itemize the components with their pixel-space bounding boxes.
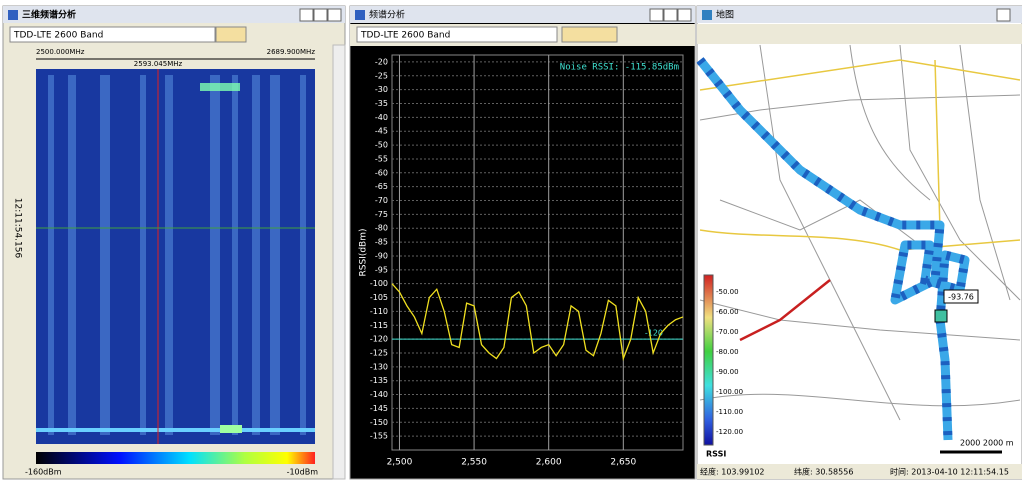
y-axis-label: RSSI(dBm) — [359, 228, 369, 276]
freq-end: 2689.900MHz — [267, 48, 316, 56]
y-tick-label: -120 — [370, 335, 388, 344]
window-title: 地图 — [716, 9, 734, 21]
spectrum3d-window: 三维频谱分析 TDD-LTE 2600 Band 2500.000MHz 268… — [3, 6, 345, 479]
callout: -93.76 — [948, 293, 974, 302]
toolbar[interactable] — [216, 27, 246, 42]
map-toolbar[interactable] — [697, 24, 1022, 44]
x-tick-label: 2,550 — [461, 458, 487, 468]
x-tick-label: 2,500 — [387, 458, 413, 468]
y-tick-label: -30 — [375, 85, 388, 94]
window-button[interactable] — [997, 9, 1010, 21]
heat-stripe — [232, 75, 238, 435]
y-tick-label: -130 — [370, 362, 388, 371]
toolbar[interactable] — [562, 27, 617, 42]
y-tick-label: -145 — [370, 404, 388, 413]
legend-bar — [704, 275, 713, 445]
y-tick-label: -105 — [370, 293, 388, 302]
y-tick-label: -70 — [375, 196, 388, 205]
status-time: 时间: 2013-04-10 12:11:54.15 — [890, 467, 1009, 477]
y-tick-label: -75 — [375, 210, 388, 219]
legend-title: RSSI — [706, 450, 726, 459]
legend-label: -50.00 — [716, 288, 739, 296]
y-tick-label: -65 — [375, 182, 388, 191]
window-title: 三维频谱分析 — [22, 9, 76, 21]
position-marker — [935, 310, 947, 322]
heat-stripe — [252, 75, 260, 435]
y-tick-label: -60 — [375, 168, 388, 177]
y-tick-label: -110 — [370, 307, 388, 316]
y-tick-label: -25 — [375, 71, 388, 80]
heat-hotspot — [36, 428, 315, 432]
y-tick-label: -20 — [375, 57, 388, 66]
spectrum-window: 频谱分析 TDD-LTE 2600 Band -20 -25 -30 -35 -40 -4… — [350, 6, 695, 479]
y-tick-label: -150 — [370, 418, 388, 427]
status-lon: 经度: 103.99102 — [700, 467, 765, 477]
heat-hotspot — [200, 83, 240, 91]
heat-stripe — [68, 75, 76, 435]
map-scale: 2000 2000 m — [960, 439, 1014, 448]
y-tick-label: -40 — [375, 113, 388, 122]
status-lat: 纬度: 30.58556 — [794, 467, 853, 477]
legend-label: -120.00 — [716, 428, 743, 436]
y-tick-label: -35 — [375, 99, 388, 108]
band-label: TDD-LTE 2600 Band — [360, 31, 450, 41]
heat-stripe — [270, 75, 280, 435]
y-tick-label: -115 — [370, 321, 388, 330]
y-tick-label: -80 — [375, 224, 388, 233]
heat-stripe — [100, 75, 110, 435]
y-tick-label: -125 — [370, 348, 388, 357]
heat-stripe — [210, 75, 220, 435]
y-tick-label: -135 — [370, 376, 388, 385]
legend-label: -90.00 — [716, 368, 739, 376]
annotation: Noise RSSI: -115.85dBm — [560, 63, 679, 73]
y-tick-label: -55 — [375, 154, 388, 163]
y-tick-label: -50 — [375, 141, 388, 150]
y-tick-label: -95 — [375, 265, 388, 274]
colorbar — [36, 452, 315, 464]
legend-label: -110.00 — [716, 408, 743, 416]
band-label: TDD-LTE 2600 Band — [13, 31, 103, 41]
legend-label: -70.00 — [716, 328, 739, 336]
screen: 三维频谱分析 TDD-LTE 2600 Band 2500.000MHz 268… — [0, 0, 1022, 481]
legend-label: -60.00 — [716, 308, 739, 316]
heat-stripe — [140, 75, 146, 435]
window-buttons[interactable] — [300, 9, 341, 21]
scale-max: -10dBm — [287, 468, 319, 477]
scale-min: -160dBm — [25, 468, 62, 477]
heat-stripe — [165, 75, 173, 435]
heat-stripe — [300, 75, 306, 435]
legend-label: -80.00 — [716, 348, 739, 356]
window-title: 频谱分析 — [369, 9, 405, 21]
time-cursor: 12:11:54.156 — [13, 198, 23, 259]
y-tick-label: -45 — [375, 127, 388, 136]
map-window: 地图 -93.76 -50.00 -60.00 -70.00 -80.00 -90.00… — [697, 6, 1022, 479]
y-tick-label: -155 — [370, 432, 388, 441]
y-tick-label: -140 — [370, 390, 388, 399]
x-tick-label: 2,650 — [610, 458, 636, 468]
y-tick-label: -100 — [370, 279, 388, 288]
scrollbar[interactable] — [333, 45, 345, 479]
heat-hotspot — [220, 425, 242, 433]
y-tick-label: -90 — [375, 251, 388, 260]
freq-cursor: 2593.045MHz — [134, 60, 183, 68]
window-buttons[interactable] — [650, 9, 691, 21]
freq-start: 2500.000MHz — [36, 48, 85, 56]
x-tick-label: 2,600 — [536, 458, 562, 468]
y-tick-label: -85 — [375, 238, 388, 247]
heat-stripe — [48, 75, 54, 435]
legend-label: -100.00 — [716, 388, 743, 396]
